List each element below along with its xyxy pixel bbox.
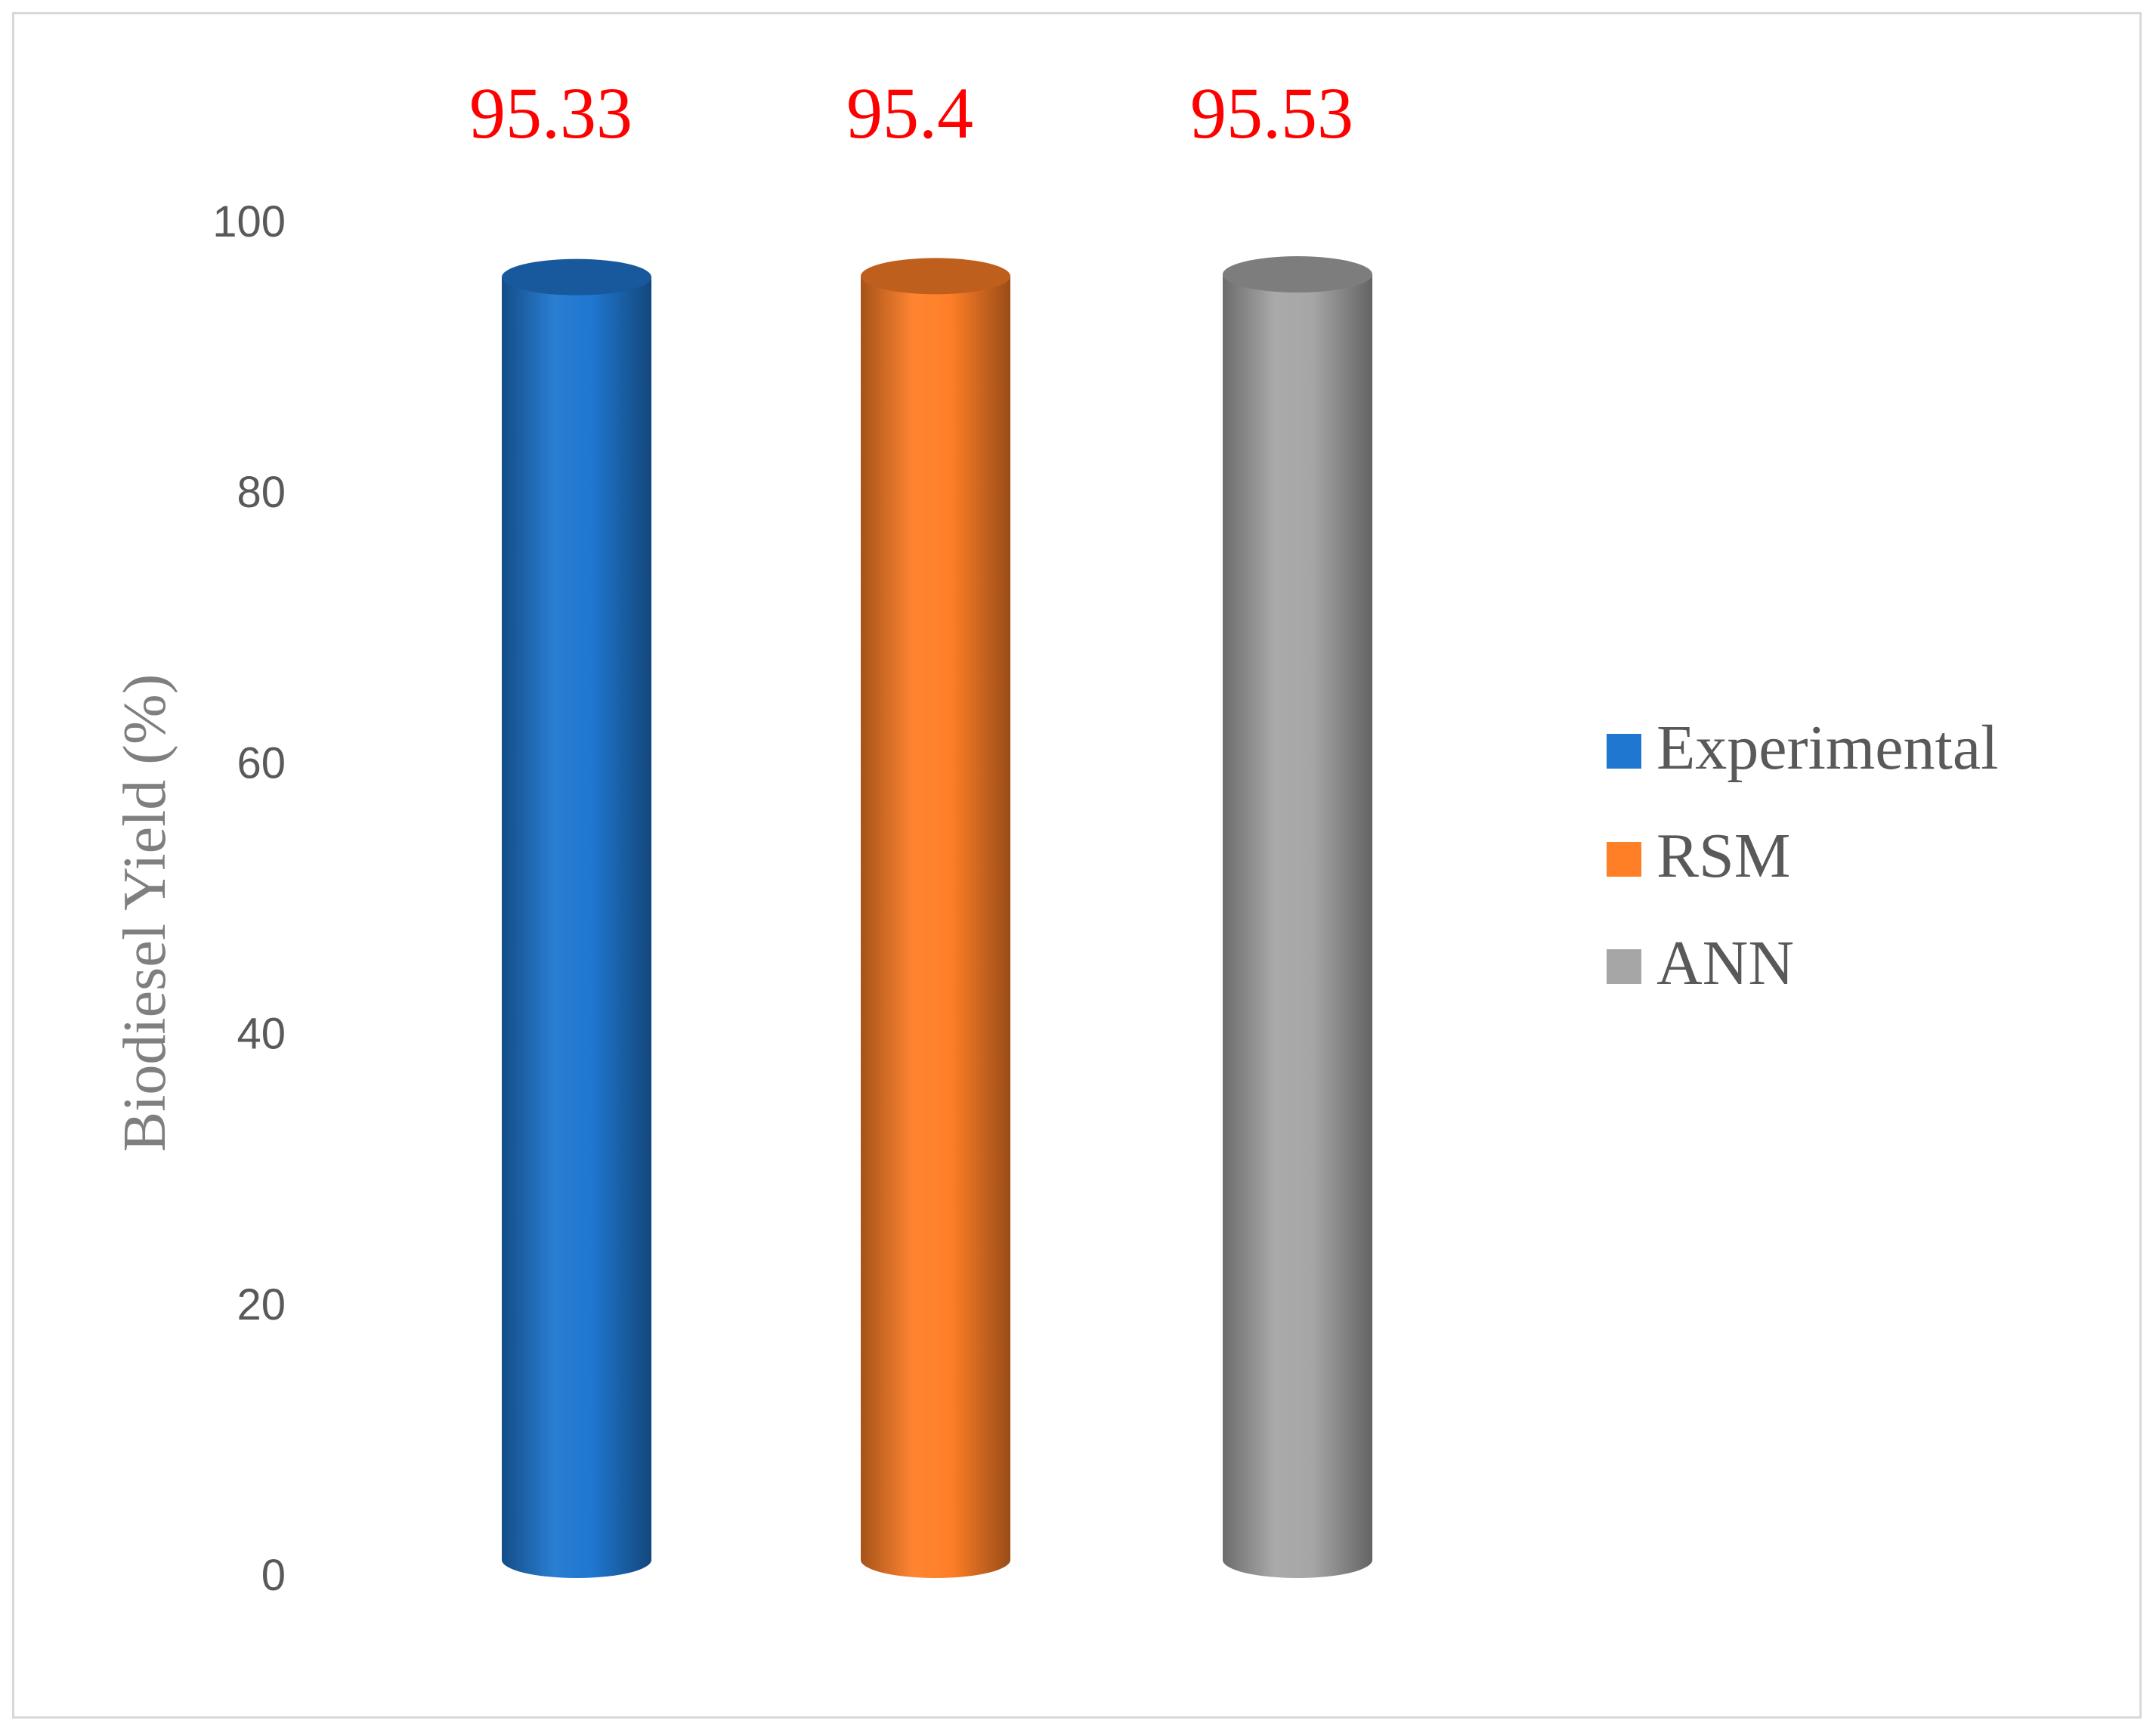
y-axis-ticks: 0 20 40 60 80 100	[212, 197, 286, 1600]
bar-rsm	[861, 258, 1010, 1578]
bar-top	[861, 258, 1010, 295]
data-label: 95.33	[469, 73, 633, 153]
bar-body	[502, 277, 651, 1578]
bar-top	[502, 258, 651, 296]
data-labels: 95.33 95.4 95.53	[469, 73, 1353, 153]
legend-label: Experimental	[1656, 713, 1998, 783]
y-tick-label: 80	[237, 468, 286, 517]
y-tick-label: 60	[237, 738, 286, 788]
bar-experimental	[502, 258, 651, 1578]
y-tick-label: 0	[261, 1551, 286, 1600]
bar-body	[861, 276, 1010, 1578]
y-axis-title: Biodiesel Yield (%)	[112, 674, 178, 1152]
bars	[502, 256, 1372, 1578]
legend-item: RSM	[1607, 821, 1790, 891]
legend-item: ANN	[1607, 928, 1794, 998]
bar-ann	[1223, 256, 1372, 1578]
legend-swatch	[1607, 734, 1641, 769]
y-tick-label: 100	[212, 197, 286, 246]
legend-swatch	[1607, 842, 1641, 877]
legend-swatch	[1607, 949, 1641, 984]
y-tick-label: 20	[237, 1280, 286, 1329]
data-label: 95.53	[1190, 73, 1353, 153]
y-tick-label: 40	[237, 1010, 286, 1059]
legend-label: RSM	[1656, 821, 1790, 891]
data-label: 95.4	[846, 73, 973, 153]
legend-label: ANN	[1656, 928, 1794, 998]
legend-item: Experimental	[1607, 713, 1998, 783]
bar-top	[1223, 256, 1372, 293]
chart-frame	[12, 12, 2142, 1719]
legend: Experimental RSM ANN	[1607, 713, 1998, 998]
bar-body	[1223, 274, 1372, 1578]
